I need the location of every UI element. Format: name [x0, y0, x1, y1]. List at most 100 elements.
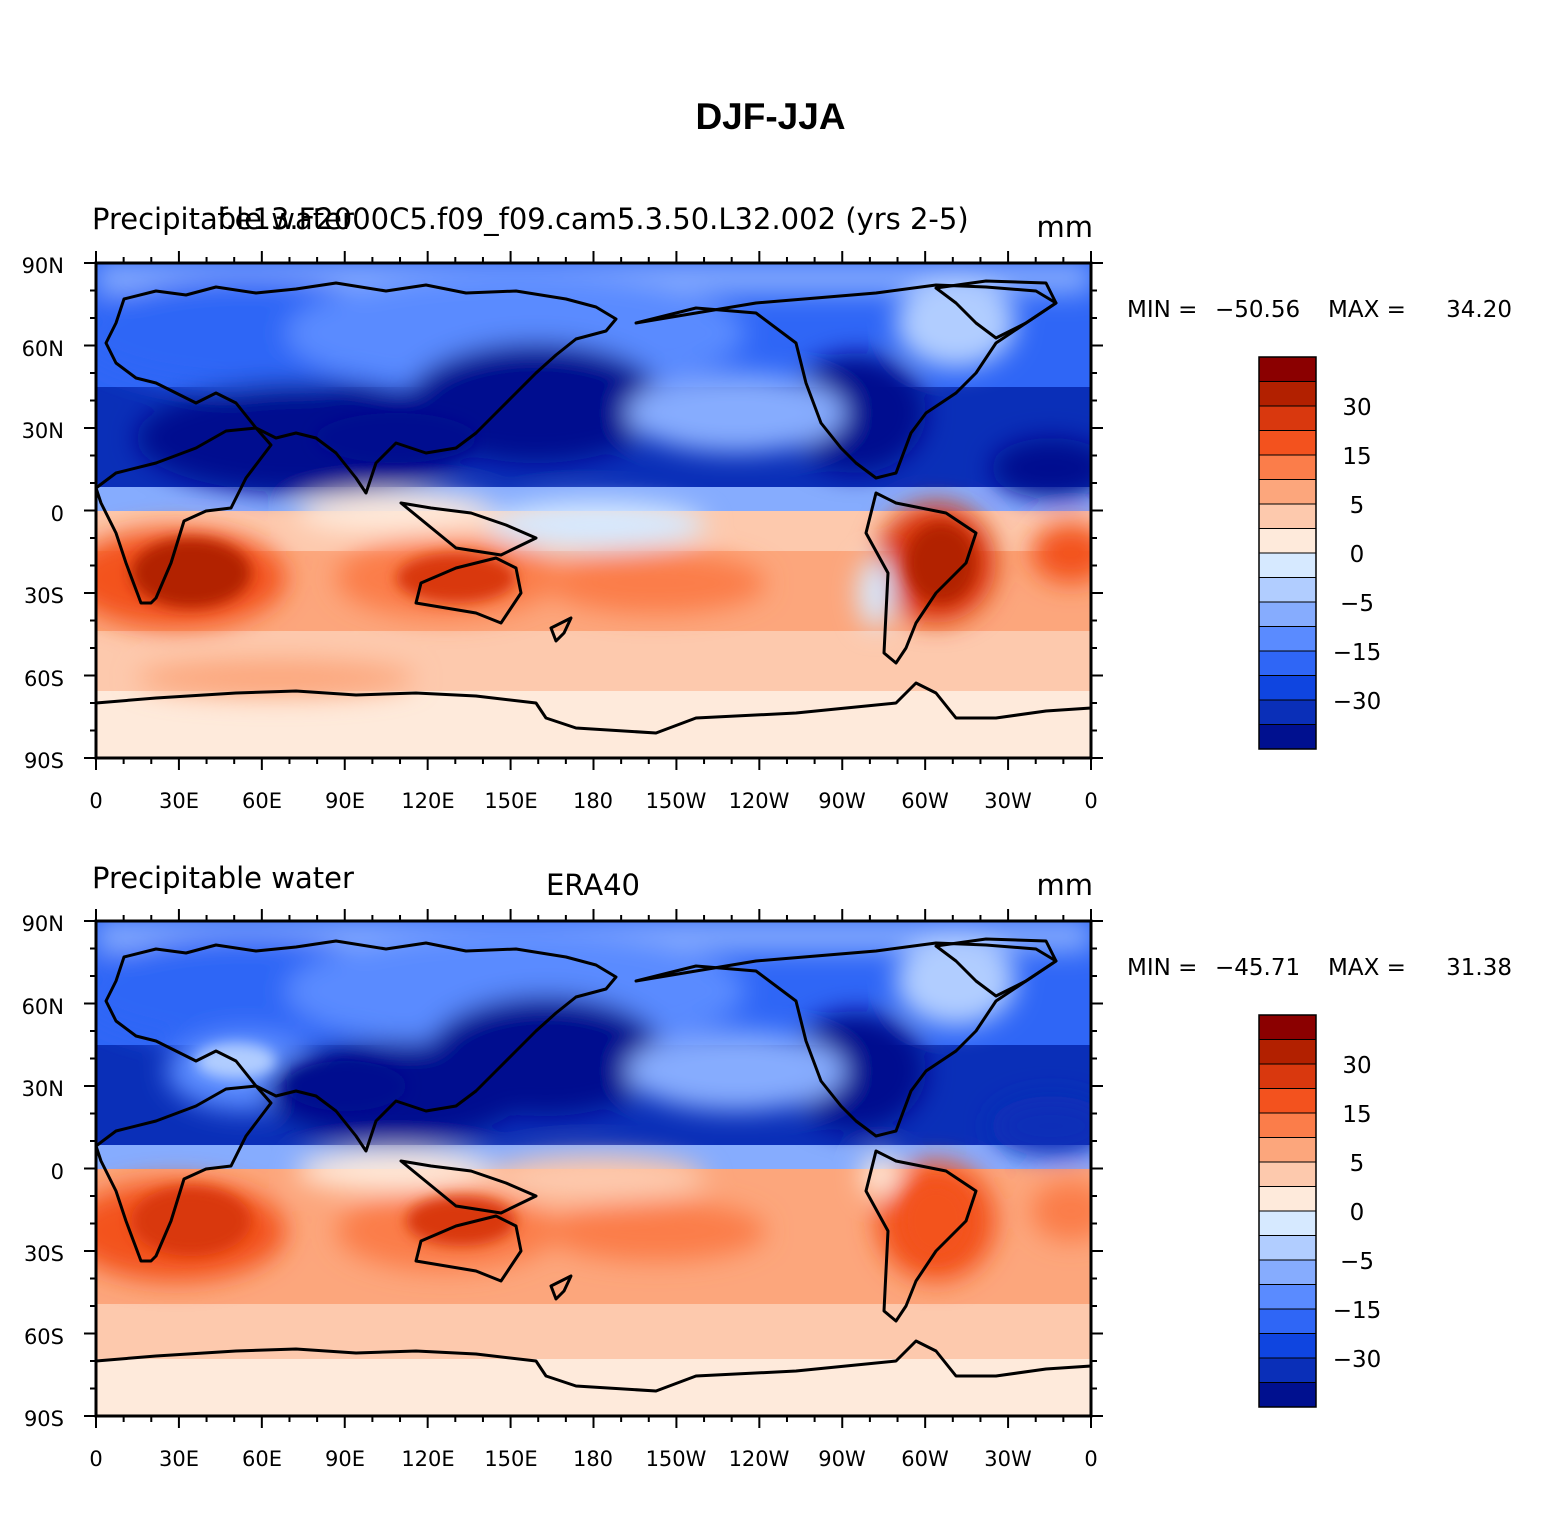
colorbar-label: 15 — [1342, 444, 1371, 470]
colorbar-label: 30 — [1342, 1053, 1371, 1079]
colorbar-swatch — [1258, 503, 1317, 529]
colorbar-swatch — [1258, 528, 1317, 554]
colorbar-swatch — [1258, 1112, 1317, 1138]
panel-bottom: Precipitable water ERA40 mm — [22, 861, 1512, 1471]
panel-units-label: mm — [1037, 210, 1094, 244]
lon-label: 180 — [573, 1447, 613, 1471]
max-label: MAX = — [1328, 955, 1406, 981]
panel-center-label: ERA40 — [546, 868, 640, 902]
map-field — [94, 263, 1092, 758]
min-label: MIN = — [1127, 297, 1197, 323]
colorbar-swatch — [1258, 1259, 1317, 1285]
lat-label: 30S — [24, 584, 64, 608]
lon-label: 180 — [573, 789, 613, 813]
lat-label: 90S — [24, 749, 64, 773]
colorbar-bottom — [1258, 1014, 1317, 1408]
map-field — [94, 921, 1092, 1416]
panel-left-label: Precipitable water — [92, 861, 354, 895]
colorbar-swatch — [1258, 1014, 1317, 1040]
min-label: MIN = — [1127, 955, 1197, 981]
lon-label: 60E — [242, 1447, 282, 1471]
lat-label: 0 — [51, 502, 64, 526]
max-value: 34.20 — [1446, 297, 1512, 323]
max-label: MAX = — [1328, 297, 1406, 323]
colorbar-swatch — [1258, 479, 1317, 505]
colorbar-labels-bottom: 30 15 5 0 −5 −15 −30 — [1333, 1053, 1382, 1373]
lon-label: 120W — [729, 1447, 790, 1471]
lon-label: 60E — [242, 789, 282, 813]
colorbar-swatch — [1258, 1210, 1317, 1236]
lon-label: 150E — [484, 1447, 537, 1471]
lon-label: 0 — [89, 1447, 102, 1471]
lon-label: 60W — [901, 1447, 949, 1471]
lon-label: 0 — [1084, 789, 1097, 813]
colorbar-swatch — [1258, 626, 1317, 652]
lat-label: 60N — [22, 995, 64, 1019]
colorbar-label: −15 — [1333, 1298, 1382, 1324]
colorbar-label: 5 — [1350, 493, 1365, 519]
lon-label: 90E — [325, 1447, 365, 1471]
colorbar-frame — [1258, 356, 1317, 750]
panel-left-label: Precipitable water — [92, 202, 354, 236]
lon-label: 30E — [159, 789, 199, 813]
colorbar-frame — [1258, 1014, 1317, 1408]
lat-axis-labels-bottom: 90N 60N 30N 0 30S 60S 90S — [22, 912, 64, 1431]
colorbar-label: −15 — [1333, 640, 1382, 666]
colorbar-swatch — [1258, 1039, 1317, 1065]
colorbar-swatch — [1258, 601, 1317, 627]
lat-label: 90N — [22, 912, 64, 936]
colorbar-labels-top: 30 15 5 0 −5 −15 −30 — [1333, 395, 1382, 715]
colorbar-swatch — [1258, 650, 1317, 676]
colorbar-swatch — [1258, 1333, 1317, 1359]
colorbar-swatch — [1258, 552, 1317, 578]
colorbar-swatch — [1258, 356, 1317, 382]
max-value: 31.38 — [1446, 955, 1512, 981]
lon-label: 90W — [818, 789, 866, 813]
coastlines — [94, 937, 1092, 1393]
panel-top: Precipitable water f.e13.F2000C5.f09_f09… — [22, 202, 1512, 813]
axis-ticks-bottom — [84, 909, 1103, 1428]
lon-axis-labels-bottom: 0 30E 60E 90E 120E 150E 180 150W 120W 90… — [89, 1447, 1097, 1471]
lat-label: 60N — [22, 337, 64, 361]
lat-label: 0 — [51, 1160, 64, 1184]
lon-label: 120E — [401, 1447, 454, 1471]
lat-label: 30N — [22, 419, 64, 443]
colorbar-label: −5 — [1340, 1249, 1374, 1275]
colorbar-swatch — [1258, 675, 1317, 701]
colorbar-swatch — [1258, 1088, 1317, 1114]
min-max-stats: MIN = −50.56 MAX = 34.20 — [1127, 297, 1512, 323]
colorbar-label: −30 — [1333, 1347, 1382, 1373]
lon-label: 150E — [484, 789, 537, 813]
lon-label: 120W — [729, 789, 790, 813]
colorbar-swatch — [1258, 724, 1317, 750]
lat-label: 30N — [22, 1077, 64, 1101]
colorbar-label: −5 — [1340, 591, 1374, 617]
figure-title: DJF-JJA — [695, 96, 846, 137]
colorbar-label: −30 — [1333, 689, 1382, 715]
lon-label: 150W — [646, 1447, 707, 1471]
lon-label: 90E — [325, 789, 365, 813]
colorbar-swatch — [1258, 1382, 1317, 1408]
lon-label: 0 — [1084, 1447, 1097, 1471]
min-value: −50.56 — [1215, 297, 1300, 323]
lat-axis-labels-top: 90N 60N 30N 0 30S 60S 90S — [22, 254, 64, 773]
lon-label: 60W — [901, 789, 949, 813]
lon-label: 30W — [984, 1447, 1032, 1471]
lon-label: 150W — [646, 789, 707, 813]
panel-center-label: f.e13.F2000C5.f09_f09.cam5.3.50.L32.002 … — [217, 202, 968, 236]
colorbar-swatch — [1258, 699, 1317, 725]
colorbar-label: 30 — [1342, 395, 1371, 421]
coastlines — [94, 279, 1092, 735]
lon-label: 30E — [159, 1447, 199, 1471]
colorbar-label: 15 — [1342, 1102, 1371, 1128]
colorbar-swatch — [1258, 405, 1317, 431]
colorbar-swatch — [1258, 1137, 1317, 1163]
colorbar-swatch — [1258, 454, 1317, 480]
colorbar-label: 0 — [1350, 1200, 1365, 1226]
min-max-stats: MIN = −45.71 MAX = 31.38 — [1127, 955, 1512, 981]
colorbar-label: 5 — [1350, 1151, 1365, 1177]
colorbar-swatch — [1258, 1161, 1317, 1187]
lon-label: 120E — [401, 789, 454, 813]
lon-label: 0 — [89, 789, 102, 813]
